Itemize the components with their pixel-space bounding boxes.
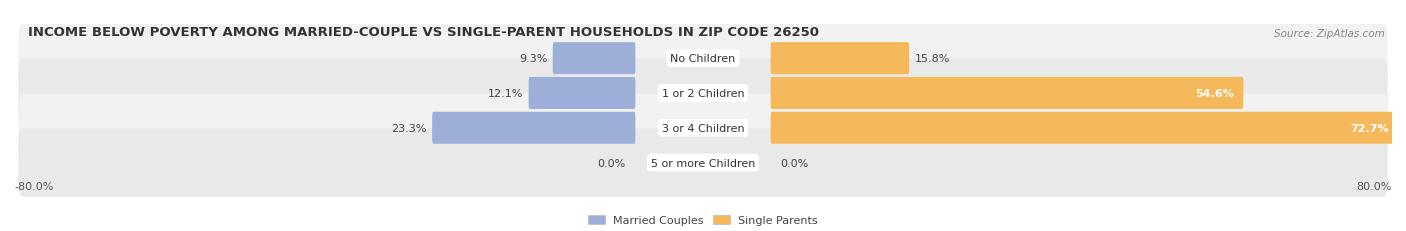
Text: INCOME BELOW POVERTY AMONG MARRIED-COUPLE VS SINGLE-PARENT HOUSEHOLDS IN ZIP COD: INCOME BELOW POVERTY AMONG MARRIED-COUPL… (28, 26, 818, 39)
FancyBboxPatch shape (18, 60, 1388, 128)
Text: 23.3%: 23.3% (391, 123, 426, 133)
Text: 15.8%: 15.8% (915, 54, 950, 64)
Text: 5 or more Children: 5 or more Children (651, 158, 755, 168)
Text: -80.0%: -80.0% (14, 181, 53, 191)
Legend: Married Couples, Single Parents: Married Couples, Single Parents (586, 213, 820, 227)
Text: No Children: No Children (671, 54, 735, 64)
FancyBboxPatch shape (18, 25, 1388, 93)
FancyBboxPatch shape (770, 78, 1243, 109)
FancyBboxPatch shape (432, 112, 636, 144)
Text: 3 or 4 Children: 3 or 4 Children (662, 123, 744, 133)
Text: 12.1%: 12.1% (488, 88, 523, 99)
Text: 1 or 2 Children: 1 or 2 Children (662, 88, 744, 99)
FancyBboxPatch shape (770, 43, 910, 75)
Text: 0.0%: 0.0% (598, 158, 626, 168)
Text: 72.7%: 72.7% (1351, 123, 1389, 133)
FancyBboxPatch shape (18, 94, 1388, 162)
FancyBboxPatch shape (770, 112, 1399, 144)
FancyBboxPatch shape (18, 129, 1388, 197)
Text: 9.3%: 9.3% (519, 54, 547, 64)
Text: 54.6%: 54.6% (1195, 88, 1233, 99)
FancyBboxPatch shape (553, 43, 636, 75)
Text: 0.0%: 0.0% (780, 158, 808, 168)
Text: 80.0%: 80.0% (1357, 181, 1392, 191)
Text: Source: ZipAtlas.com: Source: ZipAtlas.com (1274, 29, 1385, 39)
FancyBboxPatch shape (529, 78, 636, 109)
